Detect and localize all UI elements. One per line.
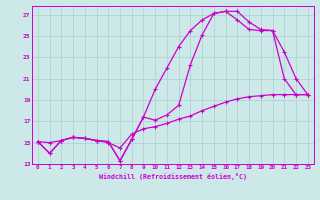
X-axis label: Windchill (Refroidissement éolien,°C): Windchill (Refroidissement éolien,°C): [99, 173, 247, 180]
